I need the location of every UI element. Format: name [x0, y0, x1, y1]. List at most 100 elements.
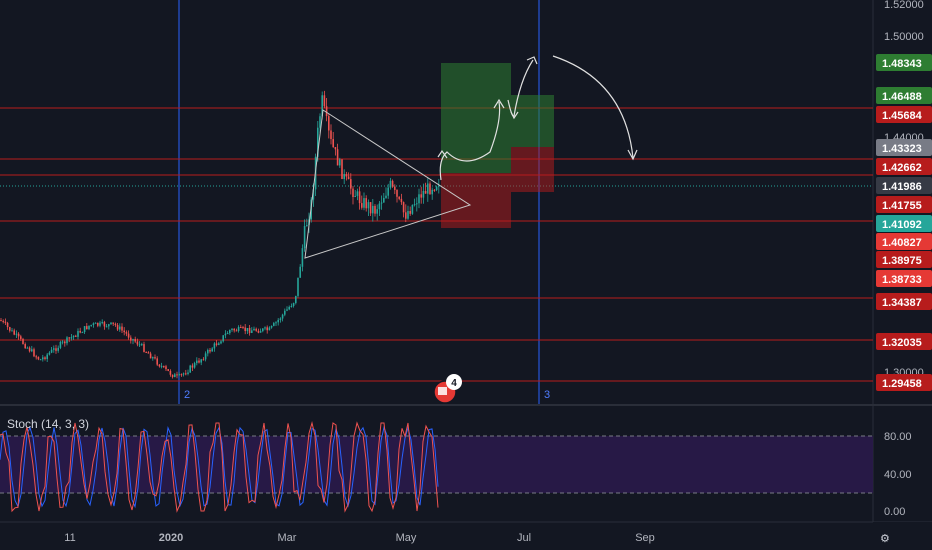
candle-body	[72, 335, 75, 338]
candle-body	[332, 139, 334, 148]
candle-body	[380, 202, 383, 204]
candle-body	[255, 328, 257, 331]
candle-body	[147, 352, 150, 354]
candle-body	[240, 327, 242, 329]
candle-body	[363, 198, 365, 208]
candle-body	[207, 349, 209, 354]
candle-body	[402, 202, 405, 213]
long-loss-zone[interactable]	[511, 147, 554, 192]
candle-body	[330, 130, 332, 140]
vertical-marker-label: 2	[184, 389, 190, 401]
stoch-pane[interactable]: Stoch (14, 3, 3) 80.00 40.00 0.00	[0, 417, 912, 518]
candle-body	[127, 333, 130, 338]
time-tick: Jul	[517, 532, 531, 544]
candle-body	[55, 348, 57, 351]
long-loss-zone[interactable]	[441, 173, 511, 228]
triangle-pattern-drawing[interactable]	[304, 109, 472, 259]
price-tag: 1.41092	[876, 215, 932, 232]
candle-body	[301, 248, 304, 267]
stoch-indicator-label[interactable]: Stoch (14, 3, 3)	[7, 417, 89, 431]
price-tag: 1.45684	[876, 106, 932, 123]
candle-body	[94, 322, 97, 324]
time-tick: May	[396, 532, 417, 544]
candle-body	[191, 365, 194, 368]
price-candles	[0, 90, 440, 379]
stoch-tick: 40.00	[884, 469, 912, 481]
price-tag-value: 1.41755	[882, 200, 922, 212]
candle-body	[394, 186, 396, 190]
candle-body	[299, 266, 301, 278]
candle-body	[66, 337, 68, 344]
candle-body	[352, 188, 354, 197]
candle-body	[174, 374, 176, 378]
candle-body	[20, 336, 22, 339]
candle-body	[158, 364, 161, 367]
long-profit-zone[interactable]	[511, 95, 554, 147]
price-tag-value: 1.42662	[882, 162, 922, 174]
candle-body	[28, 347, 31, 352]
candle-body	[365, 198, 367, 209]
price-tick: 1.52000	[884, 0, 924, 11]
candle-body	[169, 370, 172, 375]
candle-body	[431, 189, 433, 195]
candle-body	[273, 323, 275, 326]
candle-body	[215, 343, 218, 345]
candle-body	[429, 183, 431, 195]
candle-body	[303, 226, 306, 249]
candle-body	[275, 322, 277, 324]
price-tag-value: 1.43323	[882, 143, 922, 155]
candle-body	[336, 149, 339, 166]
main-pane[interactable]	[0, 0, 873, 404]
candle-body	[75, 335, 77, 337]
stoch-tick: 0.00	[884, 506, 905, 518]
horizontal-levels[interactable]	[0, 107, 873, 382]
candle-body	[136, 341, 139, 345]
price-tag: 1.40827	[876, 233, 932, 250]
candle-body	[57, 347, 59, 351]
candle-body	[374, 205, 376, 214]
candle-body	[64, 341, 66, 344]
candle-body	[253, 328, 255, 331]
candle-body	[132, 339, 134, 341]
price-tag-value: 1.29458	[882, 378, 922, 390]
time-axis[interactable]: 11 2020 Mar May Jul Sep	[64, 532, 655, 544]
candle-body	[88, 325, 90, 330]
candle-body	[33, 349, 35, 357]
axis-corner	[873, 522, 932, 550]
candle-body	[198, 360, 200, 363]
economic-event-badge[interactable]: 4	[433, 374, 462, 404]
settings-icon[interactable]: ⚙	[880, 533, 890, 545]
candle-body	[44, 357, 46, 359]
candle-body	[372, 205, 374, 214]
candle-body	[321, 95, 323, 117]
candle-body	[204, 353, 207, 360]
price-tag-value: 1.34387	[882, 297, 922, 309]
price-tag-value: 1.41986	[882, 181, 922, 193]
candle-body	[17, 333, 20, 337]
candle-body	[105, 326, 108, 328]
candle-body	[279, 318, 282, 320]
candle-body	[328, 116, 330, 131]
candle-body	[383, 197, 385, 203]
candle-body	[418, 194, 420, 204]
candle-body	[257, 330, 260, 333]
candle-body	[130, 337, 132, 341]
candle-body	[26, 347, 29, 349]
candle-body	[409, 211, 411, 214]
price-tick: 1.50000	[884, 31, 924, 43]
candle-body	[101, 322, 103, 324]
candle-body	[202, 359, 205, 361]
projection-path-drawing[interactable]	[437, 55, 638, 181]
candle-body	[369, 202, 372, 214]
candle-body	[413, 204, 416, 206]
candle-body	[154, 357, 156, 359]
candle-body	[226, 333, 229, 335]
price-tag: 1.34387	[876, 293, 932, 310]
candle-body	[213, 343, 216, 349]
candle-body	[376, 209, 378, 214]
candle-body	[99, 322, 101, 326]
candle-body	[141, 344, 143, 346]
price-tag-value: 1.32035	[882, 337, 922, 349]
candle-body	[35, 356, 37, 358]
